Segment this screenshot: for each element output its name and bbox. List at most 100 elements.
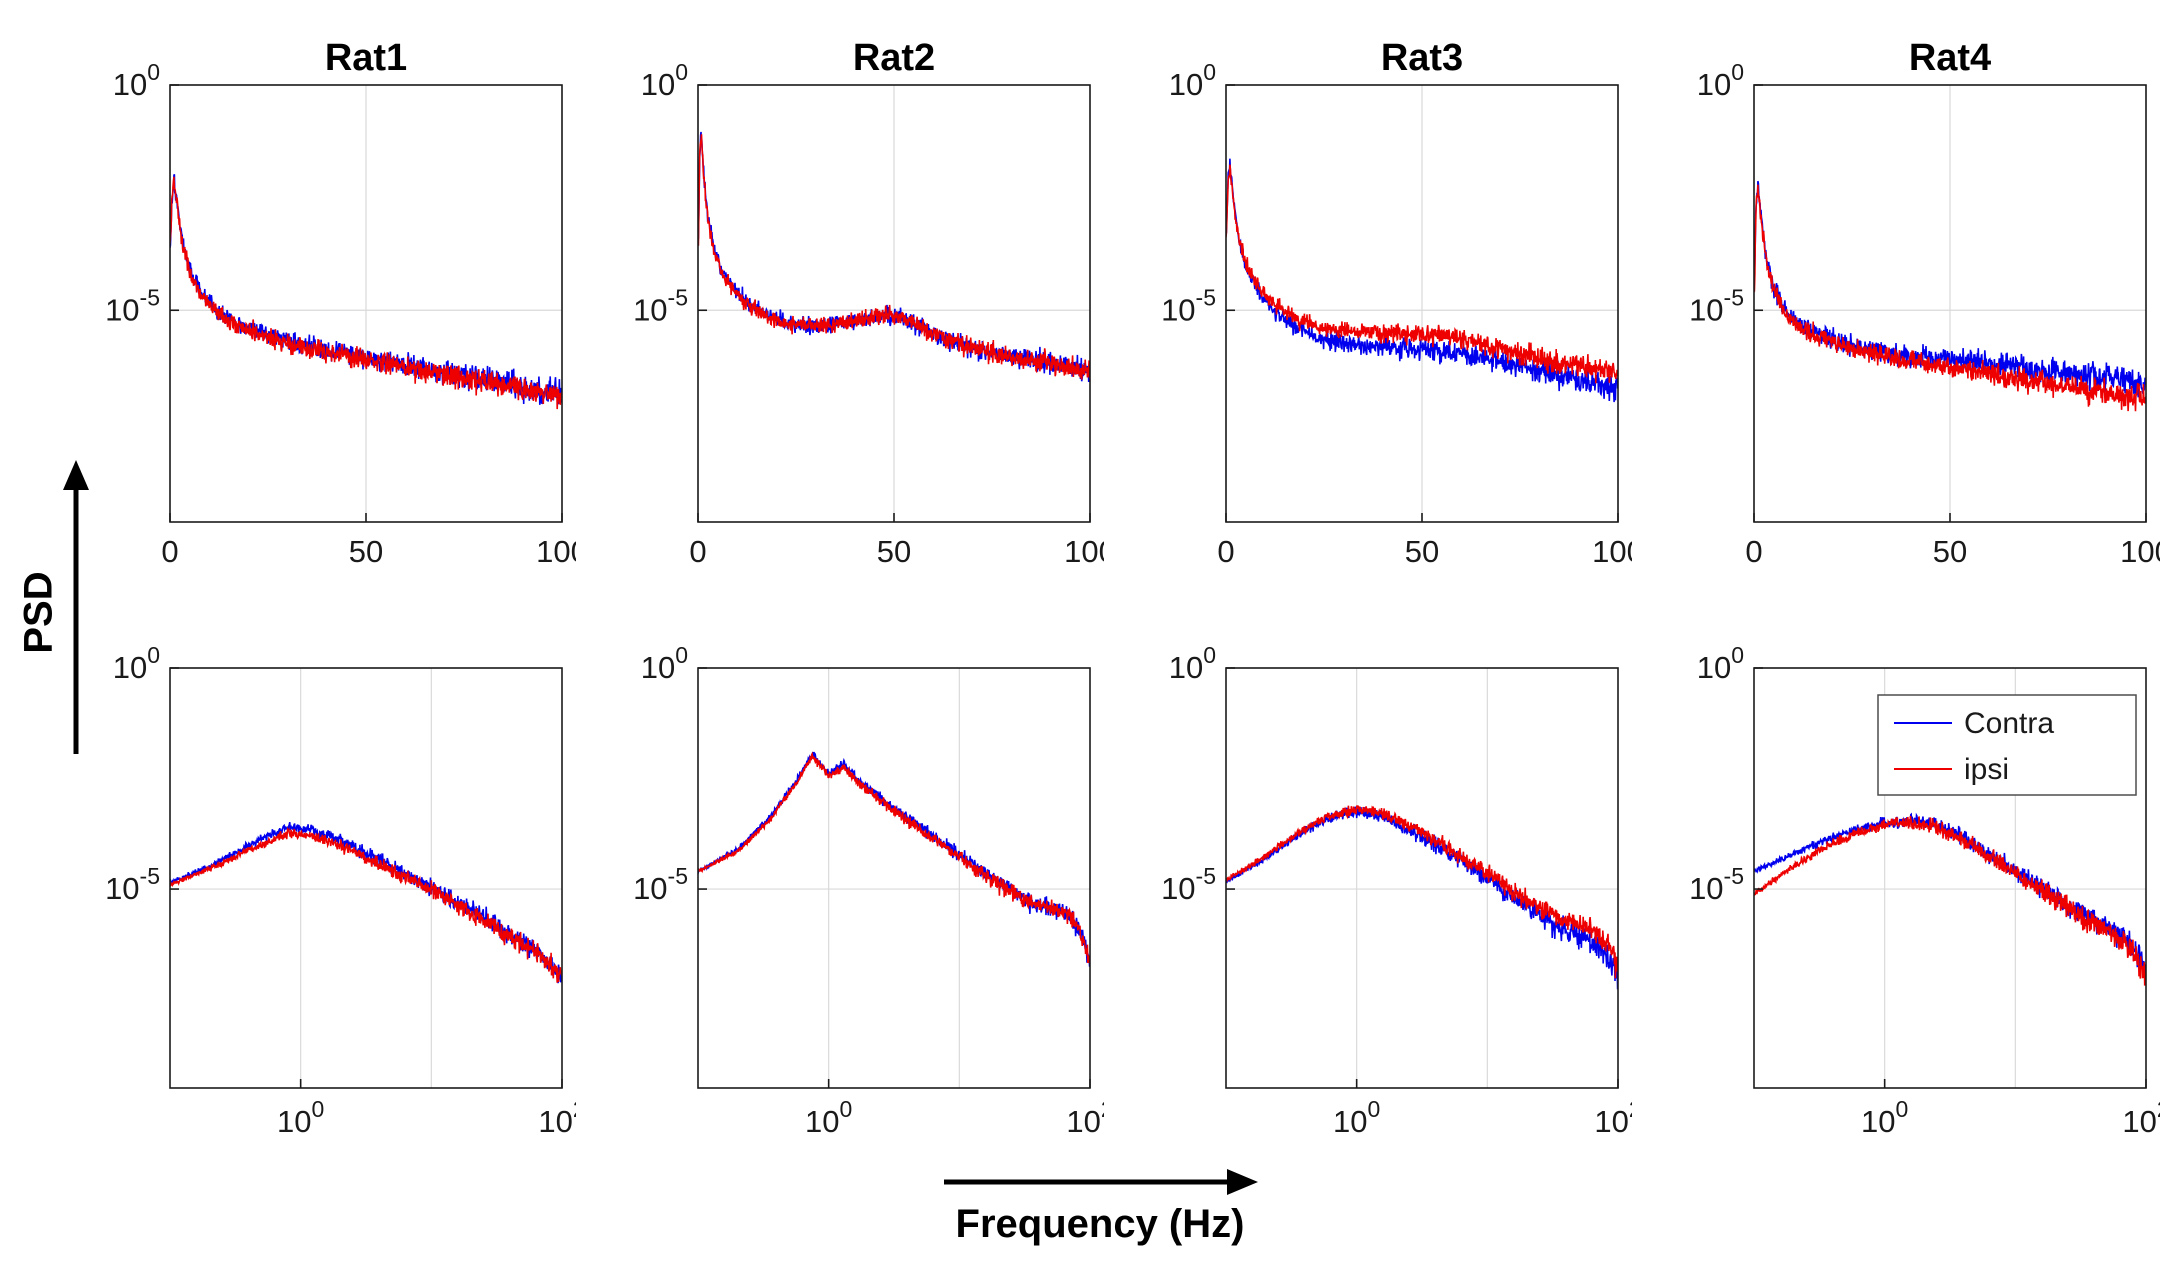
x-tick-label-exponent: 100 [1333,1096,1380,1139]
series-group [1226,158,1618,403]
series-group [170,822,562,984]
x-tick-label: 50 [1405,534,1439,569]
x-tick-label: 50 [1933,534,1967,569]
series-contra-line [698,751,1090,967]
axes-box [1225,667,1619,1089]
tick-marks [1226,667,1619,1088]
series-ipsi-line [1754,815,2146,986]
series-contra-line [1754,812,2146,978]
tick-labels: 0 50 100 100 10-5 [105,59,576,569]
series-group [1754,812,2146,986]
x-tick-label: 0 [1745,534,1762,569]
rat3-top-plot: 0 50 100 100 10-5 Rat3 [1161,40,1632,569]
series-ipsi-line [1226,164,1618,384]
y-tick-label-exponent: 10-5 [105,284,160,327]
x-tick-label: 50 [349,534,383,569]
tick-labels: 100 102 100 10-5 [105,642,576,1139]
y-tick-label-exponent: 10-5 [633,284,688,327]
tick-marks [169,84,563,522]
y-tick-label-exponent: 10-5 [105,863,160,906]
grid-lines [1226,667,1618,1088]
x-tick-label-exponent: 100 [277,1096,324,1139]
series-contra-line [1754,180,2146,398]
x-tick-label: 100 [2120,534,2160,569]
y-tick-label-exponent: 100 [1697,59,1744,102]
series-group [698,751,1090,967]
y-axis-label: PSD [16,571,61,654]
grid-lines [169,84,563,522]
grid-lines [170,667,562,1088]
grid-lines [698,667,1090,1088]
frequency-right-arrow [944,1169,1258,1195]
series-contra-line [170,822,562,984]
x-tick-label-exponent: 102 [538,1096,576,1139]
y-tick-label-exponent: 10-5 [1689,863,1744,906]
y-tick-label-exponent: 10-5 [1161,863,1216,906]
axes-box [169,667,563,1089]
grid-lines [697,84,1091,522]
series-group [1754,180,2146,412]
x-tick-label-exponent: 102 [2122,1096,2160,1139]
x-tick-label: 0 [689,534,706,569]
axes-box [697,667,1091,1089]
series-ipsi-line [170,176,562,410]
x-tick-label-exponent: 102 [1066,1096,1104,1139]
plot-title: Rat4 [1909,40,1991,79]
series-group [698,131,1090,383]
tick-labels: 0 50 100 100 10-5 [1689,59,2160,569]
rat1-bottom-plot: 100 102 100 10-5 [105,642,576,1139]
rat2-top-plot: 0 50 100 100 10-5 Rat2 [633,40,1104,569]
series-group [1226,805,1618,990]
x-tick-label: 50 [877,534,911,569]
tick-marks [1753,84,2147,522]
plot-title: Rat3 [1381,40,1463,79]
legend-entry-label: ipsi [1964,753,2009,786]
tick-labels: 100 102 100 10-5 [633,642,1104,1139]
rat1-top-plot: 0 50 100 100 10-5 Rat1 [105,40,576,569]
psd-up-arrow [63,460,89,754]
tick-labels: 100 102 100 10-5 [1161,642,1632,1139]
y-tick-label-exponent: 100 [113,59,160,102]
y-tick-label-exponent: 100 [113,642,160,685]
plot-title: Rat1 [325,40,407,79]
grid-lines [1753,84,2147,522]
tick-marks [170,667,563,1088]
grid-lines [1225,84,1619,522]
y-tick-label-exponent: 10-5 [1689,284,1744,327]
rat2-bottom-plot: 100 102 100 10-5 [633,642,1104,1139]
tick-labels: 100 102 100 10-5 [1689,642,2160,1139]
legend-entry-label: Contra [1964,707,2054,740]
tick-marks [697,84,1091,522]
series-contra-line [1226,158,1618,403]
rat4-top-plot: 0 50 100 100 10-5 Rat4 [1689,40,2160,569]
x-tick-label-exponent: 100 [1861,1096,1908,1139]
series-ipsi-line [698,751,1090,964]
series-ipsi-line [1226,805,1618,979]
x-tick-label-exponent: 100 [805,1096,852,1139]
y-tick-label-exponent: 100 [641,59,688,102]
x-tick-label: 100 [1064,534,1104,569]
y-tick-label-exponent: 100 [1169,642,1216,685]
legend-box: Contra ipsi [1877,694,2137,796]
y-tick-label-exponent: 100 [1697,642,1744,685]
x-axis-label: Frequency (Hz) [955,1202,1245,1246]
y-tick-label-exponent: 100 [1169,59,1216,102]
y-tick-label-exponent: 10-5 [1161,284,1216,327]
tick-marks [698,667,1091,1088]
series-ipsi-line [170,826,562,983]
x-tick-label-exponent: 102 [1594,1096,1632,1139]
plot-title: Rat2 [853,40,935,79]
rat4-bottom-plot: 100 102 100 10-5 Contra ipsi [1689,642,2160,1139]
series-group [170,173,562,410]
tick-labels: 0 50 100 100 10-5 [1161,59,1632,569]
x-tick-label: 100 [536,534,576,569]
x-tick-label: 0 [1217,534,1234,569]
y-tick-label-exponent: 100 [641,642,688,685]
tick-labels: 0 50 100 100 10-5 [633,59,1104,569]
x-tick-label: 100 [1592,534,1632,569]
y-tick-label-exponent: 10-5 [633,863,688,906]
tick-marks [1754,667,2147,1088]
tick-marks [1225,84,1619,522]
axes-box [1753,667,2147,1089]
